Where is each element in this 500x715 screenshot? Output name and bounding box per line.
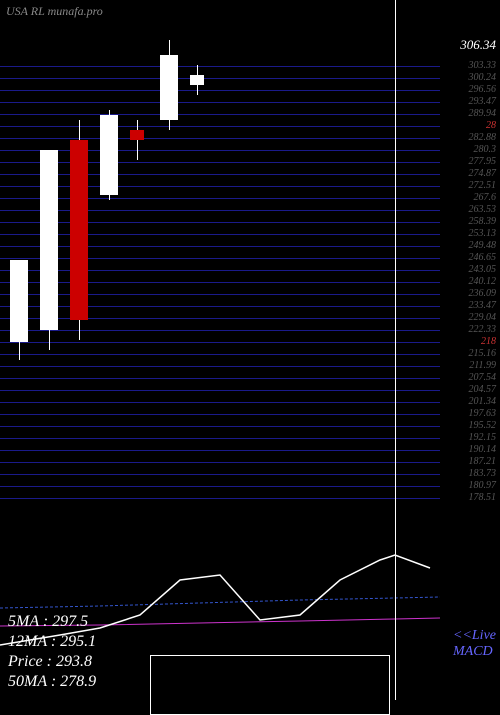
price-level-label: 207.54: [469, 373, 497, 383]
grid-line: [0, 294, 440, 295]
price-level-label: 218: [481, 337, 496, 347]
indicator-panel: 5MA : 297.512MA : 295.1Price : 293.850MA…: [0, 520, 500, 700]
grid-line: [0, 222, 440, 223]
grid-line: [0, 246, 440, 247]
grid-line: [0, 282, 440, 283]
stat-line: 50MA : 278.9: [8, 672, 96, 692]
price-level-label: 178.51: [469, 493, 497, 503]
price-level-label: 192.15: [469, 433, 497, 443]
price-level-label: 282.88: [469, 133, 497, 143]
grid-line: [0, 78, 440, 79]
watermark-text: USA RL munafa.pro: [6, 4, 103, 19]
grid-line: [0, 270, 440, 271]
macd-live: <<Live: [453, 628, 496, 644]
stat-line: 5MA : 297.5: [8, 612, 96, 632]
grid-line: [0, 474, 440, 475]
grid-line: [0, 150, 440, 151]
grid-line: [0, 486, 440, 487]
stat-line: Price : 293.8: [8, 652, 96, 672]
price-level-label: 190.14: [469, 445, 497, 455]
grid-line: [0, 462, 440, 463]
grid-line: [0, 306, 440, 307]
price-level-label: 229.04: [469, 313, 497, 323]
grid-line: [0, 234, 440, 235]
price-level-label: 249.48: [469, 241, 497, 251]
grid-line: [0, 390, 440, 391]
price-level-label: 300.24: [469, 73, 497, 83]
grid-line: [0, 366, 440, 367]
price-level-label: 274.87: [469, 169, 497, 179]
grid-line: [0, 450, 440, 451]
grid-line: [0, 102, 440, 103]
price-level-label: 246.65: [469, 253, 497, 263]
price-level-label: 243.05: [469, 265, 497, 275]
price-level-label: 267.6: [474, 193, 497, 203]
grid-line: [0, 318, 440, 319]
price-level-label: 195.52: [469, 421, 497, 431]
grid-line: [0, 66, 440, 67]
grid-line: [0, 198, 440, 199]
price-level-label: 236.09: [469, 289, 497, 299]
grid-line: [0, 402, 440, 403]
price-level-label: 222.33: [469, 325, 497, 335]
indicator-box: [150, 655, 390, 715]
grid-line: [0, 330, 440, 331]
grid-line: [0, 186, 440, 187]
price-level-label: 272.51: [469, 181, 497, 191]
grid-line: [0, 138, 440, 139]
current-price-label: 306.34: [460, 40, 496, 50]
grid-line: [0, 114, 440, 115]
cursor-vertical-line-indicator: [395, 520, 396, 700]
grid-line: [0, 342, 440, 343]
price-level-label: 293.47: [469, 97, 497, 107]
price-level-label: 201.34: [469, 397, 497, 407]
price-level-label: 258.39: [469, 217, 497, 227]
price-level-label: 240.12: [469, 277, 497, 287]
ma-stats: 5MA : 297.512MA : 295.1Price : 293.850MA…: [8, 612, 96, 692]
grid-line: [0, 378, 440, 379]
price-level-label: 289.94: [469, 109, 497, 119]
price-level-label: 280.3: [474, 145, 497, 155]
price-level-label: 187.21: [469, 457, 497, 467]
price-level-label: 183.73: [469, 469, 497, 479]
grid-line: [0, 90, 440, 91]
price-level-label: 215.16: [469, 349, 497, 359]
grid-line: [0, 426, 440, 427]
price-level-label: 28: [486, 121, 496, 131]
price-level-label: 204.57: [469, 385, 497, 395]
price-level-label: 263.53: [469, 205, 497, 215]
grid-line: [0, 354, 440, 355]
price-level-label: 211.99: [469, 361, 496, 371]
price-level-label: 197.63: [469, 409, 497, 419]
grid-line: [0, 258, 440, 259]
macd-label: <<Live MACD: [453, 628, 496, 660]
grid-line: [0, 210, 440, 211]
grid-line: [0, 162, 440, 163]
price-level-label: 233.47: [469, 301, 497, 311]
grid-line: [0, 498, 440, 499]
grid-line: [0, 414, 440, 415]
price-level-label: 296.56: [469, 85, 497, 95]
price-level-label: 277.95: [469, 157, 497, 167]
macd-text: MACD: [453, 644, 496, 660]
stat-line: 12MA : 295.1: [8, 632, 96, 652]
price-level-label: 180.97: [469, 481, 497, 491]
cursor-vertical-line: [395, 0, 396, 520]
grid-line: [0, 126, 440, 127]
price-level-label: 253.13: [469, 229, 497, 239]
grid-line: [0, 174, 440, 175]
price-axis: 306.34 303.33300.24296.56293.47289.94282…: [440, 0, 500, 520]
price-level-label: 303.33: [469, 61, 497, 71]
price-chart: USA RL munafa.pro: [0, 0, 440, 520]
grid-line: [0, 438, 440, 439]
